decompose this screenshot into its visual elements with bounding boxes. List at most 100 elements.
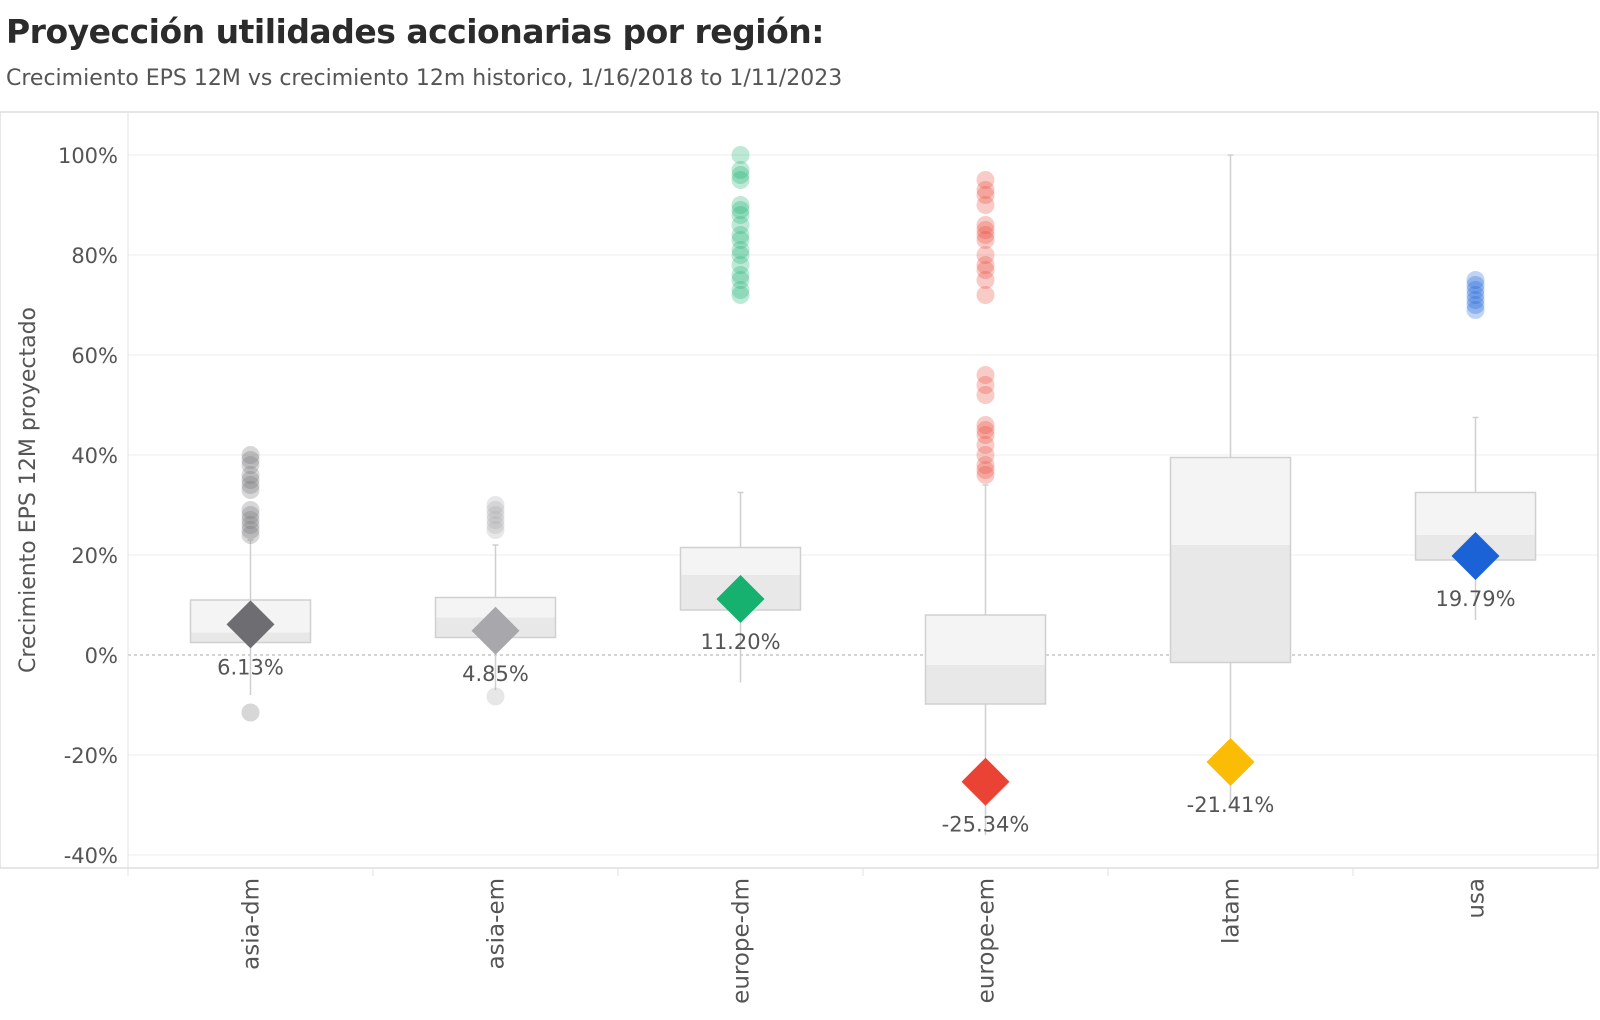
outlier-point xyxy=(976,386,995,404)
y-axis-label: Crecimiento EPS 12M proyectado xyxy=(16,307,41,673)
outlier-point xyxy=(1466,296,1485,314)
box-lower xyxy=(1170,545,1291,663)
outlier-point xyxy=(1466,271,1485,289)
outlier-point xyxy=(976,426,995,444)
outlier-point xyxy=(486,687,505,706)
y-tick-label: 40% xyxy=(71,444,118,468)
outlier-point xyxy=(976,376,995,394)
outlier-point xyxy=(976,231,995,249)
outlier-point xyxy=(976,366,995,384)
y-tick-label: -40% xyxy=(64,844,118,868)
outlier-point xyxy=(1466,276,1485,294)
outlier-point xyxy=(976,226,995,244)
outlier-point xyxy=(976,186,995,204)
outlier-point xyxy=(241,476,260,494)
x-category-label: europe-dm xyxy=(729,878,755,1004)
outlier-point xyxy=(731,266,750,284)
outlier-point xyxy=(976,286,995,304)
outlier-point xyxy=(976,221,995,239)
outlier-point xyxy=(976,171,995,189)
outlier-point xyxy=(731,256,750,274)
box-upper xyxy=(1170,457,1291,545)
outlier-point xyxy=(241,456,260,474)
box-upper xyxy=(925,615,1046,665)
x-category-label: europe-em xyxy=(974,878,1000,1003)
outlier-point xyxy=(241,511,260,529)
outlier-point xyxy=(241,481,260,499)
outliers xyxy=(241,146,1485,722)
outlier-point xyxy=(976,216,995,234)
box-outline xyxy=(924,614,1047,705)
current-value-label: 19.79% xyxy=(1435,587,1515,611)
current-value-marker xyxy=(226,600,275,649)
x-category-label: usa xyxy=(1464,878,1490,919)
current-value-label: 11.20% xyxy=(700,630,780,654)
outlier-point xyxy=(486,496,505,514)
outlier-point xyxy=(976,196,995,214)
current-value-marker xyxy=(961,757,1010,806)
outlier-point xyxy=(241,466,260,484)
current-value-marker xyxy=(1206,738,1255,787)
outlier-point xyxy=(241,506,260,524)
x-category-label: asia-dm xyxy=(239,878,265,970)
outlier-point xyxy=(241,703,260,722)
plot-frame xyxy=(0,111,1599,869)
outlier-point xyxy=(731,226,750,244)
current-value-marker xyxy=(716,575,765,623)
current-value-label: -21.41% xyxy=(1187,793,1275,817)
outlier-point xyxy=(486,521,505,539)
y-tick-label: 0% xyxy=(85,644,118,668)
outlier-point xyxy=(241,471,260,489)
outlier-point xyxy=(976,421,995,439)
outlier-point xyxy=(1466,291,1485,309)
current-value-label: 4.85% xyxy=(462,662,529,686)
outlier-point xyxy=(241,451,260,469)
outlier-point xyxy=(976,256,995,274)
outlier-point xyxy=(486,501,505,519)
current-value-label: -25.34% xyxy=(942,813,1030,837)
outlier-point xyxy=(976,181,995,199)
x-category-label: latam xyxy=(1219,878,1245,944)
outlier-point xyxy=(976,456,995,474)
y-tick-label: 20% xyxy=(71,544,118,568)
outlier-point xyxy=(241,521,260,539)
outlier-point xyxy=(731,146,750,164)
x-category-label: asia-em xyxy=(484,878,510,969)
outlier-point xyxy=(731,161,750,179)
grid xyxy=(128,154,1598,856)
outlier-point xyxy=(241,526,260,544)
outlier-point xyxy=(731,166,750,184)
outlier-point xyxy=(731,281,750,299)
current-value-label: 6.13% xyxy=(217,655,284,679)
outlier-point xyxy=(976,446,995,464)
y-tick-label: 100% xyxy=(58,144,118,168)
outlier-point xyxy=(976,416,995,434)
outlier-point xyxy=(976,261,995,279)
outlier-point xyxy=(731,286,750,304)
y-tick-label: -20% xyxy=(64,744,118,768)
outlier-point xyxy=(1466,286,1485,304)
outlier-point xyxy=(731,196,750,214)
outlier-point xyxy=(486,511,505,529)
outlier-point xyxy=(241,516,260,534)
outlier-point xyxy=(241,501,260,519)
outlier-point xyxy=(486,516,505,534)
outlier-point xyxy=(731,201,750,219)
current-value-marker xyxy=(1451,532,1500,581)
current-value-marker xyxy=(471,606,520,655)
outlier-point xyxy=(241,446,260,464)
outlier-point xyxy=(731,171,750,189)
y-tick-label: 60% xyxy=(71,344,118,368)
outlier-point xyxy=(976,436,995,454)
outlier-point xyxy=(731,206,750,224)
outlier-point xyxy=(976,271,995,289)
outlier-point xyxy=(731,216,750,234)
outlier-point xyxy=(731,246,750,264)
outlier-point xyxy=(976,461,995,479)
box-outline xyxy=(1169,456,1292,664)
outlier-point xyxy=(1466,281,1485,299)
boxes xyxy=(189,154,1537,835)
box-lower xyxy=(925,665,1046,704)
outlier-point xyxy=(976,246,995,264)
